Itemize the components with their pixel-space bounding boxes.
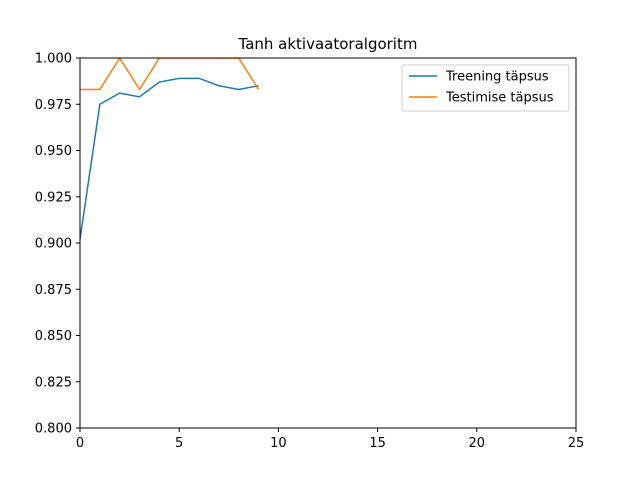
legend: Treening täpsus Testimise täpsus: [401, 64, 570, 112]
legend-box: [401, 64, 570, 112]
y-tick-label: 0.825: [35, 375, 72, 390]
y-tick-label: 0.950: [35, 144, 72, 159]
y-tick-label: 1.000: [35, 52, 72, 67]
chart-title: Tanh aktivaatoralgoritm: [238, 35, 418, 53]
legend-label-1: Treening täpsus: [445, 70, 549, 85]
series-layer: [80, 58, 260, 240]
x-tick-label: 15: [369, 436, 386, 451]
x-tick-label: 20: [469, 436, 486, 451]
series-line-2: [80, 58, 260, 91]
x-tick-label: 10: [270, 436, 287, 451]
plot-frame: [79, 57, 577, 429]
legend-label-2: Testimise täpsus: [445, 91, 554, 106]
y-tick-label: 0.900: [35, 237, 72, 252]
y-tick-label: 0.925: [35, 190, 72, 205]
series-line-1: [80, 77, 259, 240]
y-tick-label: 0.975: [35, 98, 72, 113]
x-tick-label: 5: [175, 436, 183, 451]
axes-layer: 0 5 10 15 20 25 0.800 0.825 0.850 0.875 0.900 0.925…: [35, 52, 584, 452]
x-tick-label: 25: [568, 436, 585, 451]
y-tick-label: 0.800: [35, 422, 72, 437]
x-tick-label: 0: [76, 436, 84, 451]
y-tick-label: 0.875: [35, 283, 72, 298]
y-tick-label: 0.850: [35, 329, 72, 344]
